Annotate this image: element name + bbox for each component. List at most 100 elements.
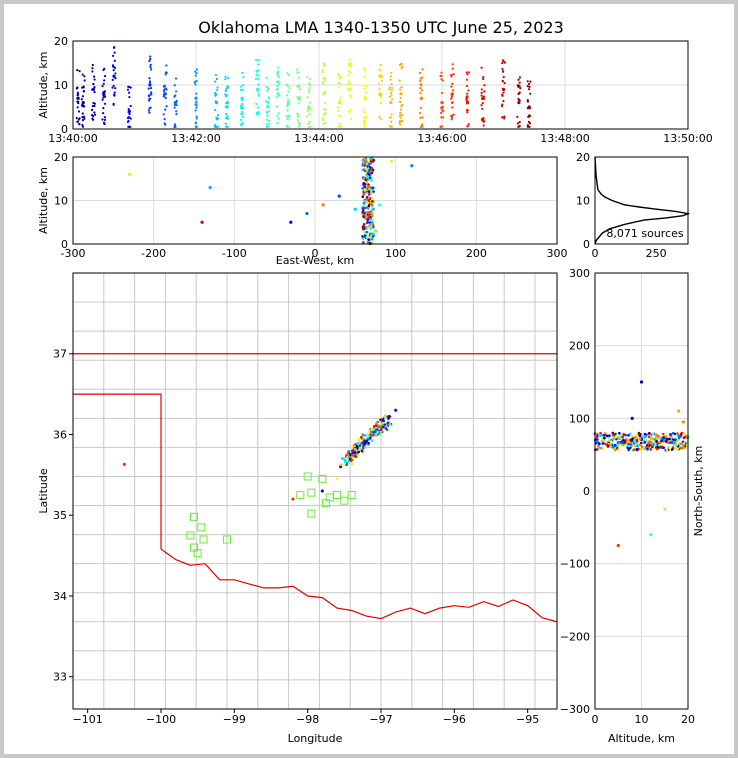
time-height-source: [337, 73, 340, 76]
time-height-source: [298, 96, 301, 99]
time-height-source: [194, 74, 197, 77]
time-height-source: [467, 123, 470, 126]
time-height-source: [399, 100, 402, 104]
time-height-source: [400, 86, 403, 89]
map-core-source: [362, 441, 365, 444]
time-height-source: [297, 102, 300, 105]
time-height-source: [111, 86, 114, 89]
ns-core-source: [618, 435, 622, 439]
ns-alt-tick-label: 10: [635, 713, 649, 726]
time-height-source: [451, 101, 454, 104]
ew-core-source: [365, 168, 368, 171]
time-height-source: [518, 76, 522, 79]
time-height-source: [83, 75, 86, 78]
time-height-source: [388, 88, 391, 91]
time-height-source: [297, 122, 300, 125]
time-height-source: [102, 112, 105, 115]
time-height-source: [501, 116, 504, 119]
time-height-source: [398, 88, 402, 91]
time-height-source: [399, 96, 402, 100]
time-height-source: [195, 115, 198, 118]
time-height-source: [226, 125, 229, 128]
map-lon-tick-label: −101: [73, 713, 103, 726]
ew-core-source: [370, 223, 374, 227]
time-height-source: [265, 118, 268, 121]
time-height-source: [421, 125, 424, 128]
time-height-source: [379, 95, 383, 98]
time-height-source: [501, 67, 504, 71]
time-height-source: [529, 92, 532, 95]
time-height-source: [296, 71, 300, 74]
east-west-height-panel: -300 -200 -100 0 100 200 300 0 10 20 East-West, km…: [37, 151, 568, 267]
time-height-source: [216, 86, 219, 89]
ew-core-source: [362, 215, 365, 218]
time-height-source: [503, 115, 506, 118]
time-height-source: [240, 112, 244, 115]
time-height-source: [128, 125, 132, 128]
time-height-point: [440, 101, 444, 105]
ew-point: [377, 203, 382, 207]
ns-core-source: [662, 446, 665, 450]
time-height-source: [174, 101, 177, 104]
time-height-source: [267, 87, 270, 90]
time-height-source: [164, 71, 168, 74]
time-height-source: [399, 111, 402, 114]
time-height-source: [321, 117, 324, 120]
time-height-source: [266, 105, 269, 108]
time-height-source: [480, 91, 483, 95]
ns-core-source: [675, 443, 679, 447]
time-height-source: [501, 93, 504, 96]
map-core-source: [365, 439, 369, 442]
ns-core-source: [625, 441, 629, 444]
ns-core-source: [668, 437, 671, 441]
time-height-source: [288, 125, 291, 128]
time-height-source: [480, 94, 483, 97]
time-height-source: [481, 107, 484, 110]
time-height-source: [526, 125, 529, 128]
time-height-source: [92, 82, 95, 86]
time-height-source: [380, 79, 383, 82]
ew-point: [289, 220, 293, 224]
time-height-source: [111, 54, 115, 57]
map-core-source: [375, 422, 378, 425]
time-height-source: [241, 107, 244, 110]
time-height-source: [323, 108, 326, 111]
time-height-source: [308, 77, 311, 81]
time-height-source: [307, 122, 310, 125]
time-tick-label: 13:48:00: [540, 132, 589, 145]
ew-core-source: [372, 233, 375, 236]
time-height-source: [225, 102, 228, 105]
map-core-source: [357, 438, 361, 442]
ew-core-source: [364, 188, 367, 192]
time-height-source: [114, 77, 117, 80]
time-height-source: [440, 78, 443, 81]
time-height-source: [215, 118, 218, 121]
time-height-source: [164, 96, 167, 100]
time-height-source: [129, 104, 132, 108]
ns-core-source: [657, 443, 661, 447]
ew-core-source: [368, 176, 372, 179]
time-height-source: [389, 78, 392, 81]
map-core-source: [353, 451, 356, 455]
time-height-source: [286, 94, 289, 97]
map-core-source: [361, 433, 364, 436]
time-height-source: [501, 80, 504, 83]
time-height-source: [347, 89, 350, 92]
hist-alt-tick-label: 20: [576, 151, 590, 164]
time-height-source: [102, 68, 105, 72]
time-height-source: [526, 107, 529, 110]
ns-core-source: [616, 441, 620, 444]
ew-core-source: [361, 159, 365, 162]
time-height-source: [307, 125, 311, 128]
ew-core-source: [362, 182, 365, 185]
time-height-source: [225, 117, 228, 120]
time-height-source: [267, 110, 271, 113]
time-height-source: [322, 62, 326, 65]
time-height-source: [174, 125, 177, 128]
time-height-source: [215, 125, 218, 128]
ns-core-source: [655, 440, 658, 443]
time-height-panel: 13:40:00 13:42:00 13:44:00 13:46:00 13:48:00…: [37, 35, 713, 145]
ew-frame: [72, 156, 558, 245]
time-height-source: [308, 108, 312, 111]
map-core-source: [360, 449, 364, 453]
